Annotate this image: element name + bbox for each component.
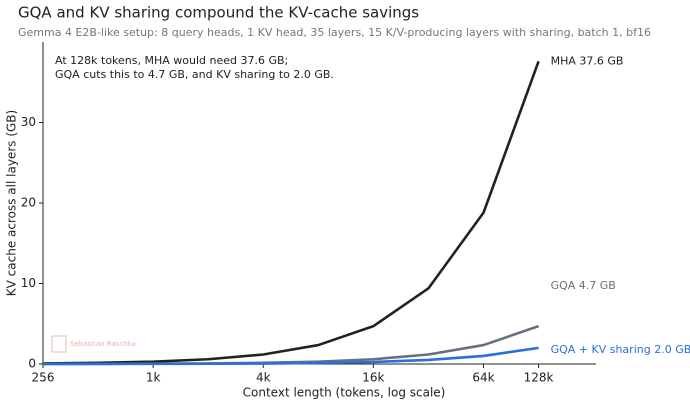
annotation: At 128k tokens, MHA would need 37.6 GB; <box>55 54 288 67</box>
x-tick-label: 16k <box>362 371 384 385</box>
y-tick-label: 10 <box>21 276 36 290</box>
y-tick-label: 20 <box>21 196 36 210</box>
x-tick-label: 1k <box>146 371 161 385</box>
annotation: GQA cuts this to 4.7 GB, and KV sharing … <box>55 68 334 81</box>
x-tick-label: 64k <box>472 371 494 385</box>
y-axis-label: KV cache across all layers (GB) <box>5 110 19 296</box>
series-label: GQA + KV sharing 2.0 GB <box>551 343 690 356</box>
watermark: Sebastian Raschka <box>70 340 136 348</box>
y-tick-label: 30 <box>21 115 36 129</box>
chart-subtitle: Gemma 4 E2B-like setup: 8 query heads, 1… <box>18 26 651 39</box>
x-tick-label: 128k <box>524 371 554 385</box>
series-label: GQA 4.7 GB <box>551 279 616 292</box>
series-label: MHA 37.6 GB <box>551 54 624 67</box>
watermark-icon <box>51 335 67 353</box>
y-tick-label: 0 <box>28 357 36 371</box>
x-tick-label: 256 <box>32 371 55 385</box>
x-tick-label: 4k <box>256 371 271 385</box>
chart-title: GQA and KV sharing compound the KV-cache… <box>18 4 419 22</box>
series-line <box>42 346 539 366</box>
series-line <box>42 60 540 365</box>
x-axis-label: Context length (tokens, log scale) <box>243 386 446 400</box>
